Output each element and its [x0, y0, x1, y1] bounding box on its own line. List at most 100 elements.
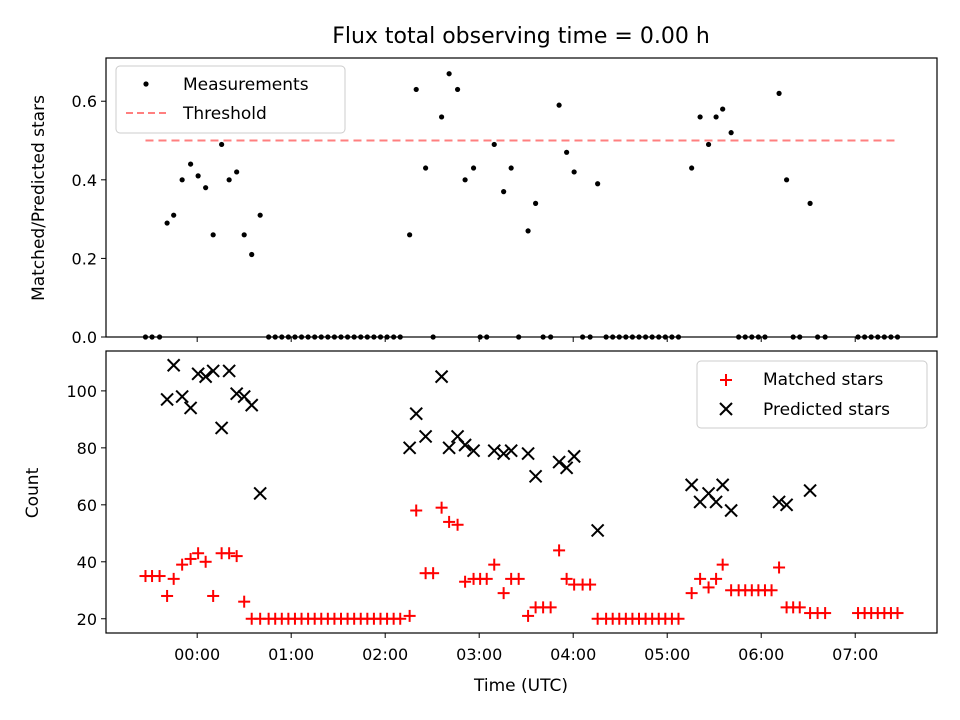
- matched-star-point: [497, 587, 510, 600]
- measurement-point: [736, 334, 742, 340]
- matched-star-point: [672, 612, 685, 625]
- legend-predicted-label: Predicted stars: [763, 400, 890, 420]
- predicted-star-point: [567, 449, 581, 464]
- matched-star-point: [773, 561, 786, 574]
- measurement-point: [285, 334, 291, 340]
- measurement-point: [894, 334, 901, 340]
- measurement-point: [862, 334, 868, 340]
- measurement-point: [298, 334, 305, 340]
- measurement-point: [210, 232, 216, 238]
- matched-star-point: [443, 515, 456, 528]
- measurement-point: [377, 334, 384, 340]
- matched-star-point: [488, 558, 501, 571]
- x-axis-label: Time (UTC): [473, 676, 568, 696]
- legend-predicted-marker: [719, 402, 733, 416]
- measurement-point: [728, 130, 734, 136]
- y-tick-label: 40: [77, 553, 97, 572]
- measurement-point: [477, 334, 483, 340]
- measurement-point: [470, 165, 477, 171]
- predicted-star-point: [504, 443, 518, 458]
- measurement-point: [195, 173, 201, 179]
- measurement-point: [516, 334, 522, 340]
- y-tick-label: 80: [77, 439, 97, 458]
- matched-star-point: [694, 572, 707, 585]
- measurement-point: [629, 334, 636, 340]
- legend-threshold-label: Threshold: [182, 104, 267, 124]
- measurement-point: [649, 334, 655, 340]
- matched-star-point: [427, 567, 440, 580]
- measurement-point: [881, 334, 887, 340]
- measurement-point: [413, 86, 419, 93]
- measurement-point: [462, 177, 468, 183]
- measurement-point: [325, 334, 331, 340]
- measurement-point: [790, 334, 796, 340]
- matched-star-point: [161, 589, 174, 602]
- measurement-point: [454, 86, 461, 93]
- measurement-point: [484, 334, 490, 340]
- y-tick-label: 0.2: [72, 249, 97, 268]
- measurement-point: [188, 161, 194, 167]
- matched-star-point: [819, 607, 832, 620]
- measurement-point: [249, 251, 255, 258]
- measurement-point: [312, 334, 318, 340]
- measurement-point: [689, 165, 695, 171]
- measurement-point: [797, 334, 803, 340]
- measurement-point: [603, 334, 609, 340]
- matched-star-point: [153, 570, 166, 583]
- measurement-point: [508, 165, 514, 171]
- measurement-point: [868, 334, 874, 340]
- measurement-point: [279, 334, 285, 340]
- measurement-point: [171, 212, 177, 218]
- measurement-point: [587, 334, 593, 340]
- measurement-point: [384, 334, 390, 340]
- measurement-point: [156, 334, 163, 340]
- top-legend: Measurements Threshold: [115, 65, 346, 134]
- y-tick-label: 20: [77, 610, 97, 629]
- top-y-axis-label: Matched/Predicted stars: [29, 95, 49, 301]
- predicted-star-point: [253, 486, 267, 501]
- matched-star-point: [793, 601, 806, 614]
- measurement-point: [642, 334, 649, 340]
- predicted-star-point: [684, 478, 699, 492]
- predicted-star-point: [590, 523, 605, 538]
- measurement-point: [776, 90, 782, 96]
- figure-title: Flux total observing time = 0.00 h: [332, 24, 710, 49]
- measurement-point: [783, 177, 790, 183]
- measurement-point: [636, 334, 642, 340]
- predicted-star-point: [803, 483, 817, 498]
- matched-star-point: [716, 558, 729, 571]
- top-y-axis: 0.0 0.2 0.4 0.6: [72, 92, 106, 347]
- matched-star-point: [207, 589, 220, 602]
- matched-star-point: [199, 555, 212, 568]
- predicted-star-point: [160, 392, 174, 407]
- measurement-point: [855, 334, 861, 340]
- measurement-point: [397, 334, 403, 340]
- bottom-y-axis: 20 40 60 80 100: [66, 382, 106, 629]
- x-tick-label: 02:00: [362, 645, 408, 664]
- predicted-star-point: [487, 443, 501, 458]
- predicted-star-point: [229, 387, 244, 401]
- measurement-point: [272, 334, 278, 340]
- measurement-point: [364, 334, 370, 340]
- matched-star-point: [560, 572, 573, 585]
- measurement-point: [548, 334, 554, 340]
- measurement-point: [149, 334, 155, 340]
- x-tick-label: 00:00: [174, 645, 220, 664]
- measurement-point: [446, 71, 452, 77]
- predicted-star-point: [206, 364, 220, 378]
- measurement-point: [564, 149, 570, 155]
- measurement-point: [407, 232, 413, 238]
- matched-star-point: [459, 575, 472, 588]
- measurement-point: [351, 334, 357, 340]
- measurement-point: [344, 334, 351, 340]
- measurement-point: [257, 212, 263, 218]
- measurement-point: [556, 102, 562, 108]
- matched-star-point: [480, 572, 493, 585]
- matched-star-point: [451, 518, 464, 531]
- predicted-star-point: [442, 441, 456, 455]
- y-tick-label: 0.6: [72, 92, 97, 111]
- matched-star-point: [522, 609, 535, 622]
- measurement-point: [742, 334, 748, 340]
- predicted-star-point: [418, 429, 433, 444]
- bottom-x-axis: 00:00 01:00 02:00 03:00 04:00 05:00 06:00 07:00: [174, 633, 878, 664]
